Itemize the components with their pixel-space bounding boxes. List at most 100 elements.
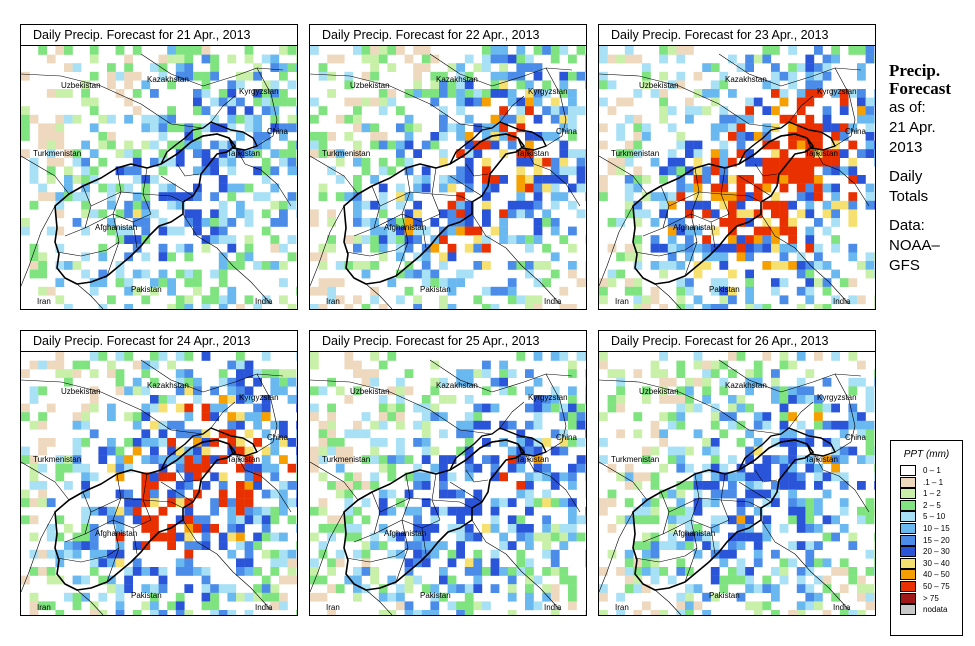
precip-cell — [779, 420, 789, 430]
precip-cell — [38, 140, 47, 150]
precip-cell — [124, 386, 133, 396]
precip-cell — [624, 278, 634, 287]
precip-cell — [261, 192, 271, 201]
precip-cell — [814, 183, 823, 193]
precip-cell — [310, 97, 319, 107]
precip-cell — [158, 455, 168, 464]
precip-cell — [421, 438, 431, 447]
precip-cell — [516, 97, 526, 107]
precip-cell — [132, 506, 142, 516]
precip-cell — [685, 386, 694, 396]
precip-cell — [193, 97, 202, 107]
precip-cell — [516, 235, 526, 244]
precip-cell — [370, 532, 379, 542]
precip-cell — [344, 352, 354, 361]
precip-cell — [848, 420, 858, 430]
precip-cell — [175, 243, 185, 253]
precip-cell — [499, 71, 508, 81]
precip-cell — [439, 157, 448, 167]
precip-cell — [115, 532, 125, 542]
precip-cell — [447, 395, 457, 404]
precip-cell — [132, 498, 142, 507]
precip-cell — [736, 175, 746, 184]
precip-cell — [218, 455, 228, 464]
precip-cell — [831, 235, 840, 244]
precip-cell — [659, 412, 668, 421]
precip-cell — [822, 106, 832, 115]
precip-cell — [38, 360, 47, 370]
precip-cell — [796, 524, 806, 533]
precip-cell — [310, 455, 319, 464]
precip-cell — [728, 218, 737, 227]
precip-cell — [599, 506, 608, 516]
precip-cell — [327, 438, 336, 447]
precip-cell — [253, 420, 262, 430]
precip-cell — [745, 235, 754, 244]
precip-cell — [857, 106, 866, 115]
precip-cell — [642, 295, 651, 305]
precip-cell — [447, 304, 457, 309]
precip-cell — [296, 575, 297, 585]
precip-cell — [236, 132, 245, 141]
precip-cell — [404, 192, 414, 201]
precip-cell — [261, 395, 271, 404]
precip-cell — [525, 106, 534, 115]
precip-cell — [413, 218, 422, 227]
precip-cell — [404, 209, 414, 219]
precip-cell — [115, 89, 125, 98]
precip-cell — [141, 567, 151, 576]
precip-cell — [839, 132, 849, 141]
precip-cell — [676, 218, 686, 227]
precip-cell — [650, 286, 660, 296]
precip-cell — [848, 352, 858, 361]
precip-cell — [218, 403, 228, 413]
precip-cell — [115, 506, 125, 516]
precip-cell — [771, 567, 780, 576]
precip-cell — [624, 558, 634, 568]
precip-cell — [779, 149, 789, 158]
precip-cell — [244, 71, 254, 81]
precip-cell — [46, 549, 56, 559]
precip-cell — [676, 481, 686, 490]
precip-cell — [89, 286, 99, 296]
precip-cell — [831, 140, 840, 150]
precip-cell — [762, 304, 772, 309]
precip-cell — [287, 463, 297, 473]
precip-cell — [353, 369, 362, 378]
precip-cell — [814, 157, 823, 167]
precip-cell — [464, 498, 474, 507]
precip-cell — [193, 429, 202, 439]
precip-cell — [745, 377, 754, 387]
precip-cell — [253, 63, 262, 72]
precip-cell — [607, 524, 617, 533]
precip-cell — [796, 584, 806, 593]
precip-cell — [771, 584, 780, 593]
precip-cell — [525, 592, 534, 602]
legend-swatch — [900, 522, 916, 534]
province-border — [379, 191, 461, 207]
precip-cell — [710, 438, 720, 447]
country-border — [834, 373, 856, 453]
precip-cell — [38, 286, 47, 296]
precip-cell — [525, 175, 534, 184]
precip-cell — [55, 192, 65, 201]
province-border — [371, 491, 381, 535]
precip-cell — [831, 54, 840, 64]
precip-cell — [814, 558, 823, 568]
precip-cell — [287, 252, 297, 262]
precip-cell — [516, 200, 526, 210]
country-border — [834, 67, 856, 147]
precip-cell — [158, 183, 168, 193]
precip-cell — [719, 558, 729, 568]
precip-cell — [167, 446, 176, 456]
precip-cell — [353, 420, 362, 430]
precip-cell — [607, 498, 617, 507]
precip-cell — [616, 386, 625, 396]
precip-cell — [439, 149, 448, 158]
precip-cell — [633, 149, 643, 158]
precip-cell — [796, 123, 806, 133]
precip-cell — [29, 157, 39, 167]
precip-cell — [210, 584, 219, 593]
precip-cell — [370, 218, 379, 227]
country-border — [760, 213, 850, 305]
